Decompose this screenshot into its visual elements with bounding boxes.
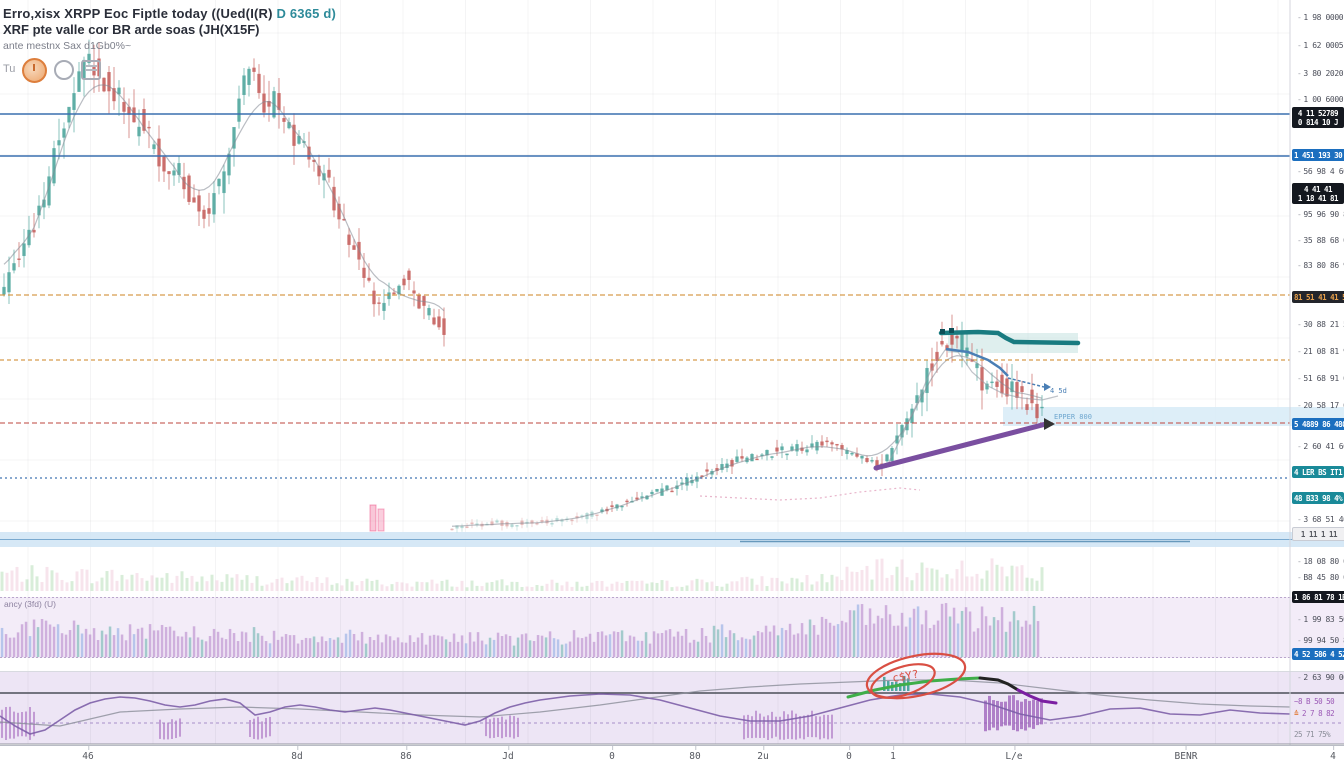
- price-label: -99 94 50 80: [1297, 636, 1344, 645]
- price-badge: 4 52 586 4 52: [1292, 648, 1344, 660]
- grid-lines: [27, 0, 1279, 744]
- price-label: -3 80 2020: [1297, 69, 1344, 78]
- time-label: Jd: [502, 746, 514, 762]
- price-label: -21 08 81 90: [1297, 347, 1344, 356]
- oscillator-signal-line: [0, 679, 1291, 727]
- time-label: 80: [689, 746, 701, 762]
- indicator-title: XRF pte valle cor BR arde soas (JH(X15F): [3, 22, 260, 38]
- price-label: -95 96 90 88: [1297, 210, 1344, 219]
- time-label: 2u: [757, 746, 769, 762]
- price-label: -51 68 91 68: [1297, 374, 1344, 383]
- ring-icon[interactable]: [54, 60, 75, 81]
- price-label: -2 60 41 668: [1297, 442, 1344, 451]
- price-badge: 4 LER BS IT1: [1292, 466, 1344, 478]
- price-badge: 48 B33 98 4%: [1292, 492, 1344, 504]
- symbol-title-values: D 6365 d): [276, 6, 337, 21]
- price-pane-volume-bars: [0, 558, 1044, 591]
- oscillator-main-line: [0, 693, 1291, 735]
- price-label: -1 99 83 500: [1297, 615, 1344, 624]
- price-label: -1 98 0000: [1297, 13, 1344, 22]
- symbol-title-block: Erro,xisx XRPP Eoc Fiptle today ((Ued(I(…: [3, 6, 336, 83]
- highlight-bar: [369, 504, 377, 532]
- symbol-title-text: Erro,xisx XRPP Eoc Fiptle today ((Ued(I(…: [3, 6, 273, 21]
- chart-text-annotation: 4 5d: [1050, 387, 1067, 395]
- price-label: - B8 45 80 0: [1297, 573, 1344, 582]
- price-badge: ≙ 2 7 8 82: [1294, 708, 1335, 718]
- blue-falling-curve[interactable]: [945, 347, 1009, 377]
- volume-indicator-bars: [0, 603, 1040, 657]
- time-label: 46: [82, 746, 94, 762]
- price-badge: 1 11 1 11: [1292, 527, 1344, 541]
- time-label: 8d: [291, 746, 303, 762]
- time-label: 0: [846, 746, 852, 762]
- price-label: -56 98 4 60: [1297, 167, 1344, 176]
- price-badge: ~8 B 50 50: [1294, 696, 1335, 706]
- orange-clock-icon[interactable]: [22, 57, 48, 83]
- indicator-subtitle: ante mestnx Sax d1Gb0%~: [3, 39, 132, 52]
- panel-icon[interactable]: [81, 60, 102, 81]
- price-badge: 25 71 75%: [1294, 729, 1331, 739]
- purple-trendline-arrow: [1044, 418, 1055, 430]
- price-label: -30 88 21 58: [1297, 320, 1344, 329]
- pink-dotted-ma: [699, 487, 921, 501]
- volume-panel-label: ancy (3fd) (U): [4, 599, 56, 609]
- price-label: -3 68 51 40: [1297, 515, 1344, 524]
- price-band-1[interactable]: [1003, 407, 1344, 426]
- price-label: -1 62 0005: [1297, 41, 1344, 50]
- teal-flat-line[interactable]: [938, 329, 1081, 346]
- time-label: BENR: [1174, 746, 1198, 762]
- time-label: L/e: [1005, 746, 1023, 762]
- chart-text-annotation: EPPER 800: [1054, 413, 1092, 421]
- macd-black-curve: [978, 676, 1020, 692]
- price-badge: 5 4889 86 480: [1292, 418, 1344, 430]
- macd-purple-curve: [1016, 688, 1058, 705]
- volume-panel-bg: [0, 597, 1344, 658]
- red-circle-annotation[interactable]: [867, 657, 938, 704]
- time-label: 4: [1330, 746, 1336, 762]
- price-label: -2 63 90 00F: [1297, 673, 1344, 682]
- candles-layer[interactable]: [2, 39, 1044, 533]
- price-badge: 81 51 41 41 51: [1292, 291, 1344, 303]
- price-label: -83 80 86 98: [1297, 261, 1344, 270]
- legend-prefix-label: Tu: [3, 63, 16, 76]
- blue-curve-arrow: [1044, 383, 1051, 391]
- price-badge: 1 86 81 78 1B: [1292, 591, 1344, 603]
- price-label: -1 00 6000: [1297, 95, 1344, 104]
- price-label: -35 88 68 0C: [1297, 236, 1344, 245]
- time-label: 86: [400, 746, 412, 762]
- gray-ma-curve: [885, 349, 1059, 469]
- symbol-title: Erro,xisx XRPP Eoc Fiptle today ((Ued(I(…: [3, 6, 336, 22]
- price-chart-canvas[interactable]: c$Y? 4 5d EPPER 800: [0, 0, 1344, 745]
- price-badge: 4 11 52789 0 814 10 J: [1292, 107, 1344, 128]
- time-label: 1: [890, 746, 896, 762]
- price-badge: 1 451 193 30 B: [1292, 149, 1344, 161]
- red-circle-annotation[interactable]: [863, 646, 969, 706]
- time-label: 0: [609, 746, 615, 762]
- purple-trendline[interactable]: [873, 421, 1049, 471]
- legend-icon-row: Tu: [3, 57, 336, 83]
- price-axis[interactable]: -1 98 0000 -1 62 0005 -3 80 2020 -1 00 6000…: [1290, 0, 1344, 745]
- chart-text-annotation: c$Y?: [891, 668, 919, 685]
- time-axis[interactable]: 46 8d 86 Jd 0 80 2u 0 1 L/e BENR 4: [0, 745, 1344, 768]
- price-label: -18 08 80 00: [1297, 557, 1344, 566]
- highlight-bar: [377, 508, 385, 532]
- price-label: -20 58 17 68: [1297, 401, 1344, 410]
- price-badge: 4 41 41 1 18 41 81: [1292, 183, 1344, 204]
